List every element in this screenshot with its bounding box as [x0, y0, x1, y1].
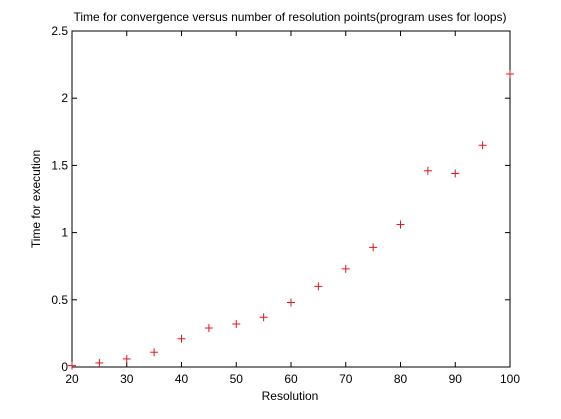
- x-axis-label: Resolution: [262, 389, 319, 403]
- x-tick-label: 60: [284, 372, 298, 386]
- y-tick-label: 0: [61, 360, 68, 374]
- data-point: [287, 298, 295, 307]
- data-points: [68, 70, 514, 370]
- chart-title: Time for convergence versus number of re…: [73, 10, 506, 24]
- data-point: [341, 264, 350, 273]
- data-point: [122, 354, 131, 363]
- data-point: [506, 70, 514, 79]
- x-tick-label: 70: [339, 372, 353, 386]
- plot-area: [71, 30, 511, 368]
- y-tick-label: 0.5: [51, 293, 68, 307]
- y-tick-label: 2: [61, 91, 68, 105]
- y-axis-label: Time for execution: [29, 150, 43, 248]
- data-point: [451, 169, 460, 178]
- data-point: [259, 313, 268, 322]
- data-point: [95, 358, 104, 367]
- x-tick-label: 50: [230, 372, 244, 386]
- x-tick-label: 30: [120, 372, 134, 386]
- data-point: [232, 319, 241, 328]
- data-point: [150, 348, 159, 357]
- x-tick-label: 20: [65, 372, 79, 386]
- y-tick-label: 1.5: [51, 158, 68, 172]
- axis-ticks: [71, 30, 511, 368]
- x-tick-label: 40: [175, 372, 189, 386]
- axis-tick-labels: 20 30 40 50 60 70 80 90 100 0 0.5 1 1.5 2 2.5: [51, 24, 520, 386]
- data-point: [177, 334, 186, 343]
- data-point: [423, 166, 432, 175]
- x-tick-label: 80: [394, 372, 408, 386]
- data-point: [204, 324, 213, 333]
- data-point: [396, 220, 405, 229]
- data-point: [478, 141, 487, 150]
- data-point: [369, 243, 378, 252]
- data-point: [314, 282, 323, 291]
- data-point: [68, 361, 76, 370]
- x-tick-label: 90: [449, 372, 463, 386]
- x-tick-label: 100: [500, 372, 520, 386]
- y-tick-label: 2.5: [51, 24, 68, 38]
- y-tick-label: 1: [61, 226, 68, 240]
